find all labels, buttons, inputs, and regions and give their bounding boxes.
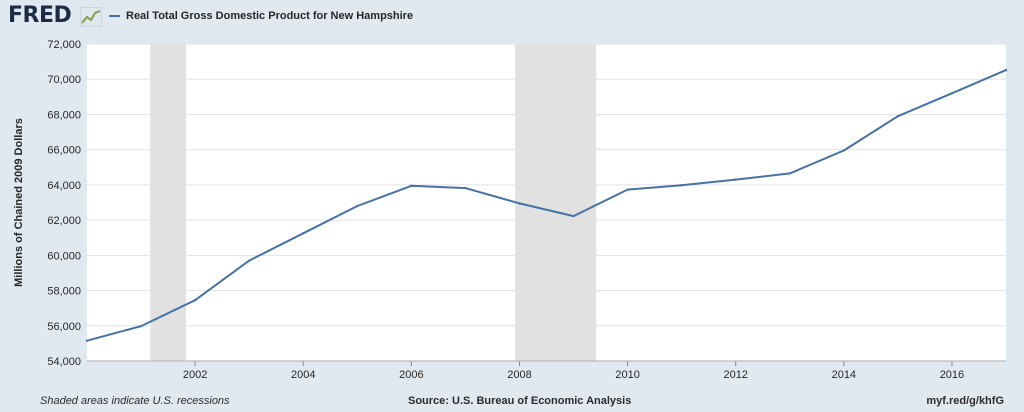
y-tick-label: 70,000 xyxy=(47,74,81,86)
x-tick-label: 2002 xyxy=(183,369,207,381)
data-point xyxy=(139,324,143,328)
chart-header: FRED Real Total Gross Domestic Product f… xyxy=(0,0,1024,36)
x-tick-label: 2004 xyxy=(291,369,315,381)
x-tick-label: 2016 xyxy=(940,369,964,381)
short-url[interactable]: myf.red/g/khfG xyxy=(926,395,1004,407)
legend-label: Real Total Gross Domestic Product for Ne… xyxy=(126,10,414,22)
data-point xyxy=(247,259,251,262)
data-point xyxy=(842,149,846,152)
data-point xyxy=(734,178,737,181)
data-point xyxy=(680,184,683,187)
data-point xyxy=(302,232,305,235)
y-axis-label: Millions of Chained 2009 Dollars xyxy=(13,118,25,287)
data-point xyxy=(1004,68,1008,72)
recession-band xyxy=(515,44,597,361)
legend-swatch xyxy=(109,15,120,17)
data-point xyxy=(464,186,467,190)
fred-logo[interactable]: FRED xyxy=(8,3,72,28)
y-tick-label: 68,000 xyxy=(47,109,81,121)
data-point xyxy=(410,184,413,187)
recession-note: Shaded areas indicate U.S. recessions xyxy=(40,395,230,407)
y-tick-label: 72,000 xyxy=(47,39,81,51)
data-point xyxy=(788,172,791,175)
y-tick-label: 66,000 xyxy=(47,145,81,157)
x-tick-label: 2006 xyxy=(399,369,423,381)
y-tick-label: 62,000 xyxy=(47,215,81,227)
y-tick-label: 56,000 xyxy=(47,321,81,333)
data-point xyxy=(626,188,629,191)
x-tick-label: 2012 xyxy=(723,369,747,381)
data-point xyxy=(518,202,521,205)
trend-sparkline-icon xyxy=(80,7,102,27)
y-tick-label: 60,000 xyxy=(47,250,81,262)
legend[interactable]: Real Total Gross Domestic Product for Ne… xyxy=(109,10,413,22)
data-point xyxy=(193,299,197,302)
data-point xyxy=(896,115,900,118)
chart-footer: Shaded areas indicate U.S. recessions So… xyxy=(0,392,1024,412)
data-point xyxy=(356,204,359,208)
x-tick-label: 2008 xyxy=(507,369,531,381)
y-tick-label: 58,000 xyxy=(47,286,81,298)
data-point xyxy=(572,214,575,218)
line-chart: 54,000 56,000 58,000 60,000 62,000 64,000 66,0… xyxy=(13,39,1008,381)
data-point xyxy=(950,92,954,95)
x-tick-label: 2014 xyxy=(832,369,856,381)
series-line xyxy=(86,69,1007,342)
y-tick-label: 64,000 xyxy=(47,180,81,192)
source-credit: Source: U.S. Bureau of Economic Analysis xyxy=(408,395,632,407)
data-point xyxy=(85,339,89,342)
y-tick-label: 54,000 xyxy=(47,356,81,368)
x-tick-label: 2010 xyxy=(615,369,639,381)
